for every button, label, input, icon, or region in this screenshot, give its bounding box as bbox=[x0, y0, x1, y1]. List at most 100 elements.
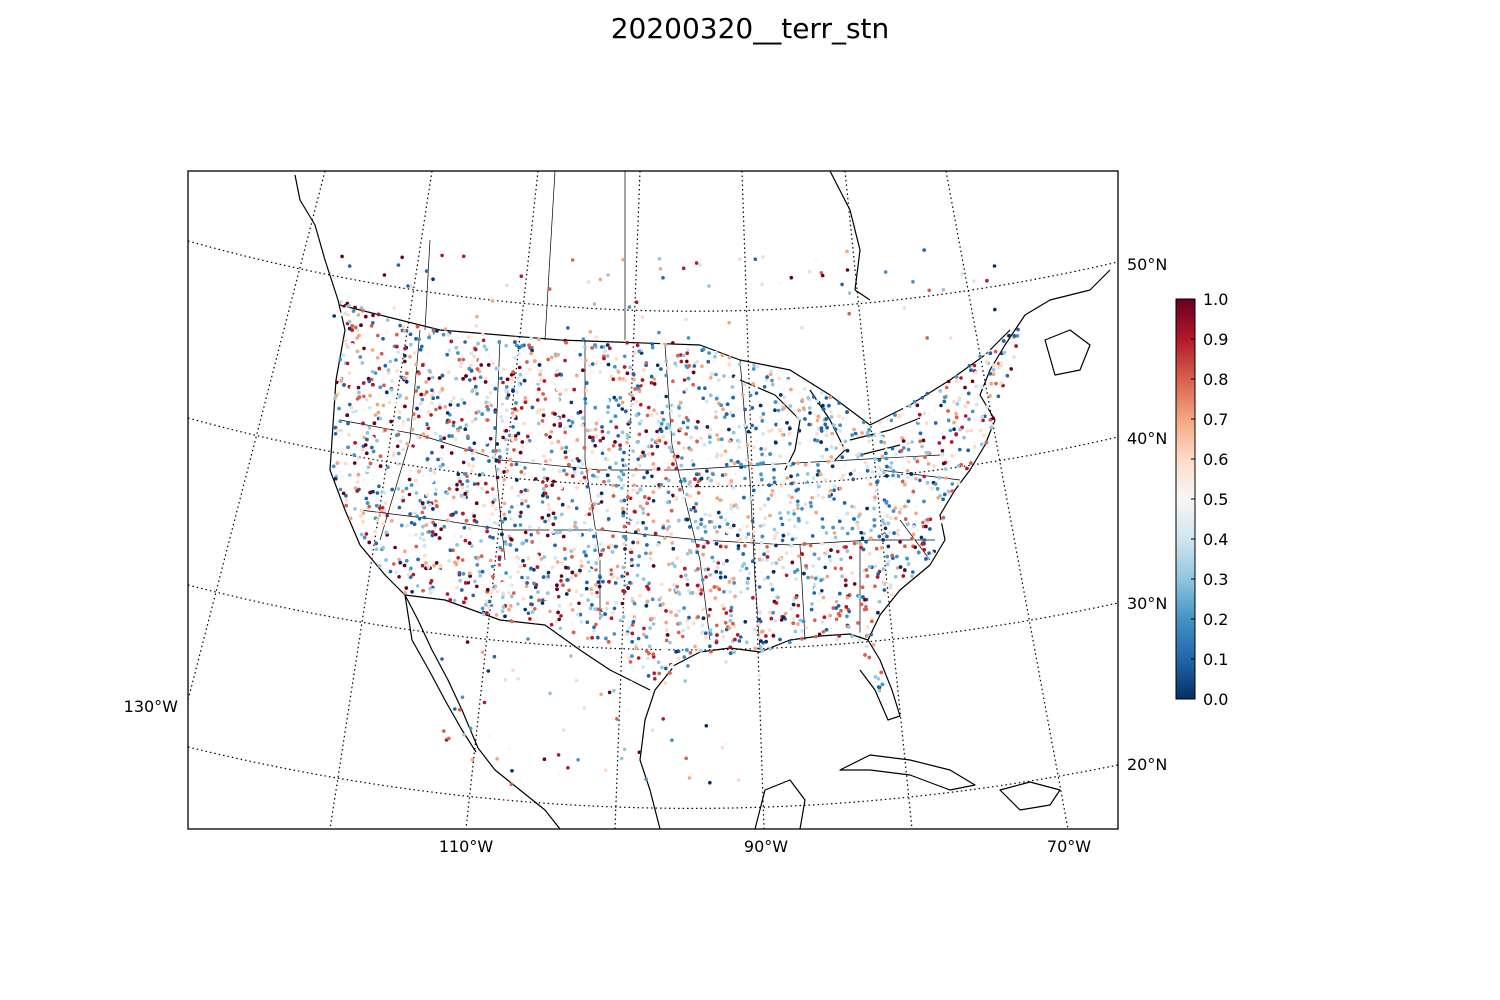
station-dot bbox=[839, 557, 843, 562]
station-dot bbox=[882, 593, 886, 597]
station-dot bbox=[364, 426, 369, 430]
station-dot bbox=[519, 368, 524, 373]
station-dot bbox=[582, 446, 587, 450]
station-dot bbox=[648, 644, 652, 649]
station-dot bbox=[781, 388, 786, 392]
station-dot bbox=[952, 420, 956, 425]
station-dot bbox=[885, 464, 889, 469]
station-dot bbox=[728, 619, 733, 623]
station-dot bbox=[464, 423, 469, 427]
station-dot bbox=[555, 387, 560, 392]
station-dot bbox=[801, 619, 806, 623]
station-dot bbox=[448, 402, 453, 407]
station-dot bbox=[400, 489, 405, 494]
station-dot bbox=[766, 497, 771, 501]
station-dot bbox=[375, 438, 379, 443]
station-dot bbox=[541, 575, 546, 579]
station-dot bbox=[665, 633, 670, 637]
station-dot bbox=[646, 512, 650, 517]
station-dot bbox=[582, 475, 587, 480]
station-dot bbox=[863, 460, 868, 465]
station-dot bbox=[930, 486, 934, 491]
station-dot bbox=[924, 451, 929, 455]
station-dot bbox=[658, 603, 663, 607]
station-dot bbox=[904, 457, 909, 461]
station-dot bbox=[495, 522, 500, 526]
parallel-50n bbox=[188, 240, 1118, 312]
station-dot bbox=[614, 461, 618, 466]
station-dot bbox=[434, 487, 438, 492]
station-dot bbox=[503, 517, 507, 521]
station-dot bbox=[687, 482, 692, 486]
station-dot bbox=[832, 497, 836, 501]
station-dot bbox=[609, 616, 614, 620]
station-dot bbox=[530, 540, 534, 544]
station-dot bbox=[403, 354, 407, 358]
station-dot bbox=[768, 647, 773, 651]
station-dot bbox=[619, 478, 623, 482]
station-dot bbox=[459, 534, 464, 539]
station-dot bbox=[876, 677, 881, 681]
station-dot bbox=[362, 535, 367, 540]
station-dot bbox=[485, 529, 489, 534]
station-dot bbox=[838, 423, 842, 428]
station-dot bbox=[757, 489, 762, 494]
station-dot bbox=[969, 461, 973, 465]
station-dot bbox=[378, 506, 382, 510]
station-dot bbox=[769, 582, 773, 586]
station-dot bbox=[559, 456, 564, 461]
station-dot bbox=[877, 472, 882, 477]
station-dot bbox=[555, 369, 560, 373]
station-dot bbox=[895, 554, 899, 559]
station-dot bbox=[388, 359, 393, 364]
station-dot bbox=[926, 517, 930, 522]
station-dot bbox=[476, 455, 481, 459]
station-dot bbox=[362, 408, 366, 412]
station-dot bbox=[632, 483, 636, 488]
station-dot bbox=[672, 404, 676, 409]
station-dot bbox=[554, 373, 559, 378]
station-dot bbox=[529, 431, 533, 436]
station-dot bbox=[794, 595, 798, 600]
station-dot bbox=[505, 408, 509, 413]
station-dot bbox=[786, 379, 790, 383]
station-dot bbox=[845, 614, 849, 619]
station-dot bbox=[628, 372, 632, 377]
station-dot bbox=[769, 493, 774, 497]
station-dot bbox=[670, 561, 675, 566]
station-dot bbox=[491, 536, 495, 540]
station-dot bbox=[664, 431, 668, 435]
station-dot bbox=[692, 364, 697, 368]
station-dot bbox=[716, 437, 721, 442]
station-dot bbox=[671, 379, 675, 384]
station-dot bbox=[445, 592, 450, 596]
station-dot bbox=[722, 374, 726, 378]
station-dot bbox=[574, 589, 579, 594]
station-dot bbox=[679, 479, 683, 484]
station-dot bbox=[486, 407, 491, 412]
station-dot bbox=[743, 407, 747, 412]
station-dot bbox=[837, 634, 841, 638]
station-dot bbox=[567, 418, 571, 423]
station-dot bbox=[884, 501, 889, 505]
station-dot bbox=[865, 506, 869, 511]
station-dot bbox=[882, 440, 887, 445]
station-dot bbox=[541, 407, 546, 412]
station-dot bbox=[637, 554, 641, 559]
station-dot bbox=[348, 402, 352, 407]
station-dot bbox=[700, 364, 704, 369]
station-dot bbox=[495, 475, 500, 480]
station-dot bbox=[467, 446, 472, 451]
station-dot bbox=[680, 634, 685, 639]
station-dot bbox=[630, 654, 634, 658]
station-dot bbox=[666, 519, 670, 523]
station-dot bbox=[353, 441, 357, 445]
station-dot bbox=[718, 498, 723, 503]
station-dot bbox=[540, 500, 545, 504]
station-dot bbox=[558, 626, 563, 631]
station-dot bbox=[426, 404, 431, 409]
station-dot bbox=[352, 461, 357, 465]
station-dot bbox=[614, 483, 619, 488]
station-dot bbox=[356, 480, 360, 484]
station-dot bbox=[613, 544, 618, 549]
